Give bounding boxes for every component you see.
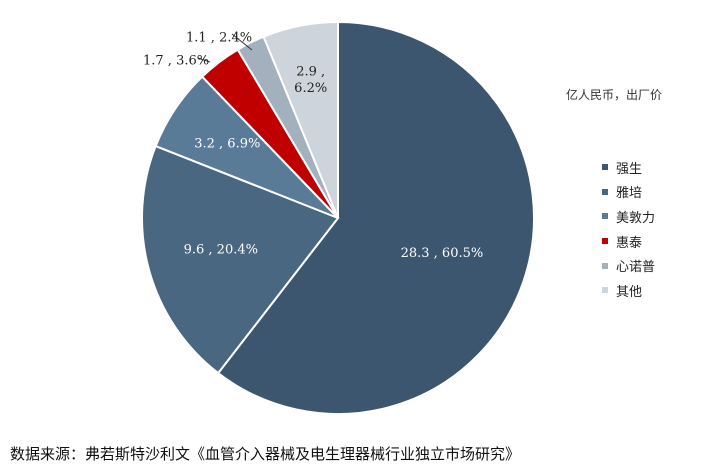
slice-label-5: 2.9 , 6.2% (294, 64, 327, 95)
legend-swatch (602, 213, 608, 220)
legend-swatch (602, 287, 608, 294)
unit-label: 亿人民币，出厂价 (566, 88, 663, 102)
legend-label: 心诺普 (616, 260, 656, 276)
legend-item-qiangsheng: 强生 (602, 155, 655, 180)
pie-slice-5 (262, 20, 339, 219)
legend-label: 其他 (616, 284, 643, 300)
legend-swatch (602, 188, 608, 195)
legend-label: 强生 (616, 161, 643, 177)
leader-line-3 (197, 57, 211, 63)
pie-chart-svg: 28.3 , 60.5% 9.6 , 20.4% 3.2 , 6.9% 1.7 , 3… (141, 20, 535, 415)
legend-item-yapei: 雅培 (602, 180, 655, 205)
pie-slice-1 (141, 144, 340, 375)
legend-item-huitai: 惠泰 (602, 229, 655, 254)
legend-item-qita: 其他 (602, 278, 655, 303)
slice-label-1: 9.6 , 20.4% (184, 243, 258, 258)
slice-label-0: 28.3 , 60.5% (401, 246, 484, 261)
legend-label: 雅培 (616, 186, 643, 202)
slice-label-3: 1.7 , 3.6% (143, 54, 209, 69)
legend-label: 美敦力 (616, 210, 656, 226)
slice-label-4: 1.1 , 2.4% (186, 31, 252, 46)
legend-swatch (602, 164, 608, 171)
legend-item-xinnuopu: 心诺普 (602, 253, 655, 278)
pie-chart: 28.3 , 60.5% 9.6 , 20.4% 3.2 , 6.9% 1.7 , 3… (141, 20, 663, 415)
legend-swatch (602, 262, 608, 269)
legend-label: 惠泰 (616, 235, 643, 251)
source-note: 数据来源：弗若斯特沙利文《血管介入器械及电生理器械行业独立市场研究》 (10, 445, 521, 463)
legend-item-meidunli: 美敦力 (602, 204, 655, 229)
leader-line-4 (231, 33, 253, 51)
legend-swatch (602, 238, 608, 245)
slice-label-2: 3.2 , 6.9% (194, 136, 260, 151)
legend: 强生 雅培 美敦力 惠泰 心诺普 其他 (602, 155, 655, 303)
pie-slice-0 (216, 20, 535, 415)
